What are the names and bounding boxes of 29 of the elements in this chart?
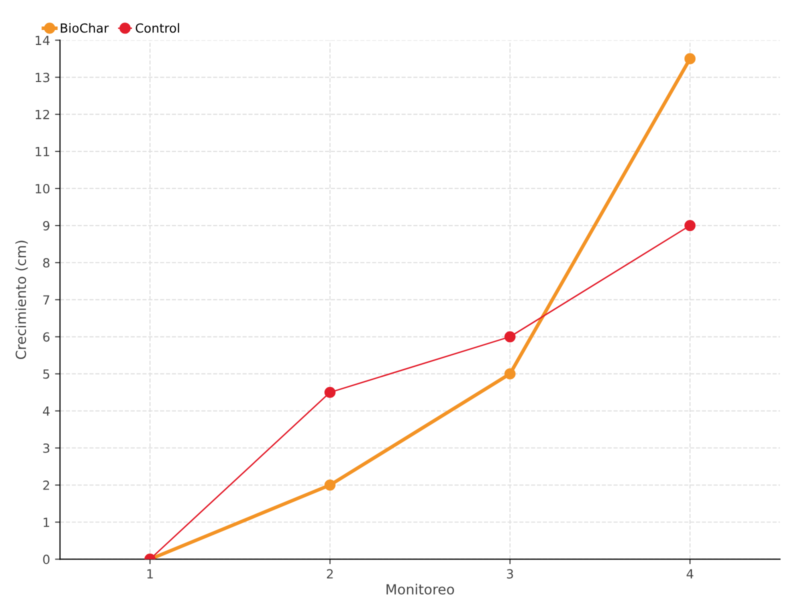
x-tick-label: 2 xyxy=(326,569,333,578)
y-tick-label: 3 xyxy=(43,443,50,453)
point xyxy=(684,220,696,232)
y-tick-label: 9 xyxy=(43,221,50,230)
y-tick-label: 1 xyxy=(44,518,50,527)
x-tick-label: 4 xyxy=(686,569,694,578)
point xyxy=(324,386,336,398)
legend-label: Control xyxy=(136,23,180,33)
y-tick-label: 12 xyxy=(36,110,50,120)
y-tick-label: 6 xyxy=(43,332,50,342)
y-tick-label: 14 xyxy=(36,36,50,45)
y-tick-label: 4 xyxy=(42,406,50,416)
y-tick-label: 13 xyxy=(36,72,50,82)
y-tick-label: 0 xyxy=(43,554,50,564)
x-tick-label: 3 xyxy=(506,569,513,579)
y-tick-label: 7 xyxy=(43,295,50,304)
point xyxy=(504,331,516,342)
y-tick-label: 10 xyxy=(36,184,50,194)
point xyxy=(324,480,336,491)
point xyxy=(684,53,696,64)
y-tick-label: 8 xyxy=(43,258,50,268)
y-axis-title: Crecimiento (cm) xyxy=(15,240,28,360)
x-tick-label: 1 xyxy=(147,569,153,578)
y-tick-label: 11 xyxy=(36,147,50,156)
y-tick-label: 2 xyxy=(43,480,50,490)
point xyxy=(504,368,516,380)
legend-label: BioChar xyxy=(60,23,109,33)
y-tick-label: 5 xyxy=(43,369,50,379)
x-axis-title: Monitoreo xyxy=(386,584,454,595)
